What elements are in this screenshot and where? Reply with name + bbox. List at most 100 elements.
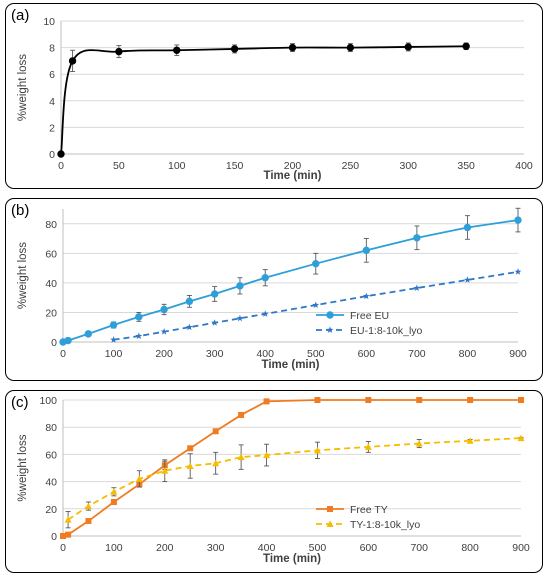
panel-label-c: (c) [11, 394, 29, 411]
data-point [186, 462, 194, 469]
data-point [185, 323, 193, 331]
x-tick-label: 150 [226, 160, 244, 172]
legend-label: Free EU [350, 310, 389, 322]
chart-panel-a: (a) 0 2 4 6 8 10 0 50 100 150 200 250 300 350 400 Time … [5, 3, 543, 189]
data-point [212, 459, 220, 467]
data-point [364, 443, 372, 450]
y-tick-label: 10 [43, 16, 55, 28]
data-point [160, 328, 168, 335]
y-axis-title: %weight loss [17, 434, 29, 501]
series-line [60, 45, 467, 155]
data-point [230, 45, 239, 53]
data-point [365, 397, 372, 403]
data-point [463, 223, 472, 232]
y-tick-label: 0 [49, 149, 55, 161]
legend-label: Free TY [350, 504, 388, 516]
data-point [237, 453, 245, 461]
x-tick-label: 400 [515, 160, 533, 172]
data-point [362, 246, 371, 255]
data-point [404, 43, 412, 51]
panel-label-a: (a) [11, 7, 30, 24]
x-tick-label: 400 [256, 348, 274, 360]
y-tick-label: 0 [51, 337, 57, 349]
legend: Free TY TY-1:8-10k_lyo [316, 504, 420, 531]
series-line [67, 437, 522, 521]
x-tick-label: 50 [113, 160, 125, 172]
y-tick-label: 8 [49, 43, 55, 55]
data-point [85, 518, 92, 525]
data-point [416, 397, 423, 403]
x-axis-title: Time (min) [263, 553, 321, 565]
data-point [84, 502, 92, 510]
data-point [135, 475, 143, 482]
data-point [518, 397, 524, 403]
x-tick-label: 350 [457, 160, 475, 172]
data-point [312, 259, 320, 268]
x-tick-label: 900 [512, 542, 530, 554]
series-data [57, 42, 470, 158]
legend: Free EU EU-1:8-10k_lyo [316, 310, 423, 337]
y-tick-label: 20 [45, 504, 57, 516]
data-point [173, 46, 181, 54]
data-point [135, 332, 143, 339]
chart-panel-c: (c) 0 20 40 60 80 100 0 100 200 300 400 500 600 700 80… [5, 390, 543, 573]
x-tick-label: 800 [459, 348, 477, 360]
data-point [514, 268, 522, 275]
y-axis-title: %weight loss [17, 242, 29, 309]
data-point [236, 314, 244, 322]
x-tick-label: 200 [155, 348, 173, 360]
data-point [313, 446, 321, 454]
x-tick-label: 200 [284, 160, 302, 172]
data-point [238, 411, 245, 418]
data-point [346, 43, 355, 52]
data-point [68, 57, 77, 65]
data-point [362, 292, 370, 300]
data-point [135, 313, 143, 321]
x-axis-title: Time (min) [262, 359, 320, 371]
data-point [185, 297, 194, 306]
series-free-eu [59, 207, 522, 346]
y-tick-label: 4 [49, 96, 55, 108]
data-point [236, 282, 244, 290]
data-point [187, 445, 194, 452]
y-tick-label: 100 [39, 395, 57, 407]
y-tick-label: 6 [49, 69, 55, 81]
x-tick-label: 600 [360, 542, 378, 554]
data-point [517, 434, 525, 442]
legend-marker [326, 326, 334, 333]
data-point [312, 301, 320, 308]
x-tick-label: 700 [410, 542, 428, 554]
x-axis-title: Time (min) [264, 170, 322, 182]
y-tick-label: 60 [45, 248, 57, 260]
y-tick-label: 80 [45, 219, 57, 231]
x-tick-label: 500 [307, 348, 325, 360]
chart-panel-b: (b) 0 20 40 60 80 0 100 200 300 400 500 600 700 800 90… [5, 198, 543, 381]
x-tick-label: 300 [399, 160, 417, 172]
data-point [261, 310, 269, 317]
x-tick-label: 100 [105, 542, 123, 554]
x-tick-label: 500 [309, 542, 327, 554]
x-tick-label: 250 [342, 160, 360, 172]
data-point [65, 531, 72, 538]
data-point [314, 397, 321, 403]
data-point [84, 330, 92, 338]
data-point [110, 499, 117, 505]
data-point [464, 276, 471, 283]
data-point [413, 284, 421, 291]
legend-label: TY-1:8-10k_lyo [350, 519, 420, 531]
legend-marker [327, 506, 333, 512]
data-point [210, 290, 219, 298]
x-tick-label: 300 [206, 348, 224, 360]
data-point [263, 451, 271, 459]
y-axis-title: %weight loss [17, 54, 29, 121]
x-tick-label: 100 [168, 160, 186, 172]
data-point [288, 43, 297, 52]
data-point [263, 398, 270, 405]
x-tick-label: 700 [408, 348, 426, 360]
x-tick-label: 400 [258, 542, 276, 554]
y-tick-label: 60 [45, 449, 57, 461]
data-point [462, 42, 470, 50]
x-tick-label: 300 [207, 542, 225, 554]
y-tick-label: 40 [45, 278, 57, 290]
y-tick-label: 2 [49, 122, 55, 134]
